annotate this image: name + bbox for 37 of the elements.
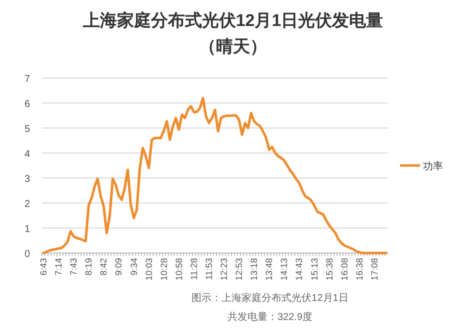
x-tick-label: 9:34 — [128, 258, 139, 276]
y-tick-label: 3 — [24, 174, 30, 185]
x-tick-label: 7:43 — [68, 258, 79, 276]
y-tick-label: 4 — [24, 149, 30, 160]
x-tick-label: 10:58 — [174, 258, 184, 281]
x-tick-label: 9:09 — [114, 258, 124, 276]
line-series — [42, 96, 388, 254]
text: 共发电量：322.9度 — [227, 311, 313, 323]
y-tick-label: 1 — [24, 224, 30, 235]
x-tick-label: 16:08 — [339, 258, 350, 281]
x-tick-label: 17:08 — [369, 258, 380, 281]
x-tick-label: 6:43 — [38, 258, 49, 276]
y-tick-label: 7 — [24, 74, 30, 85]
x-tick-label: 12:23 — [219, 258, 230, 281]
x-tick-label: 7:14 — [54, 258, 64, 276]
x-tick-label: 13:18 — [249, 258, 260, 281]
x-tick-label: 11:53 — [204, 258, 214, 280]
x-tick-label: 14:13 — [279, 258, 290, 281]
x-tick-label: 10:28 — [158, 258, 169, 281]
x-tick-label: 16:38 — [354, 258, 364, 281]
x-tick-label: 15:13 — [309, 258, 320, 281]
x-tick-label: 10:03 — [144, 258, 154, 281]
x-tick-label: 13:48 — [264, 258, 274, 281]
legend-label: 功率 — [423, 160, 443, 172]
chart-title: 上海家庭分布式光伏12月1日光伏发电量 — [82, 11, 384, 30]
x-tick-label: 8:42 — [98, 258, 109, 276]
x-tick-label: 11:28 — [188, 258, 199, 280]
text: 图示：上海家庭分布式光伏12月1日 — [192, 292, 348, 304]
y-tick-label: 2 — [24, 199, 30, 210]
x-tick-label: 15:38 — [324, 258, 334, 281]
y-tick-label: 5 — [24, 124, 30, 135]
y-tick-label: 0 — [24, 249, 30, 260]
chart-subtitle: （晴天） — [199, 37, 267, 56]
x-tick-label: 8:19 — [84, 258, 94, 276]
x-tick-label: 12:53 — [234, 258, 244, 281]
y-tick-label: 6 — [24, 99, 30, 110]
x-tick-label: 14:43 — [294, 258, 304, 281]
